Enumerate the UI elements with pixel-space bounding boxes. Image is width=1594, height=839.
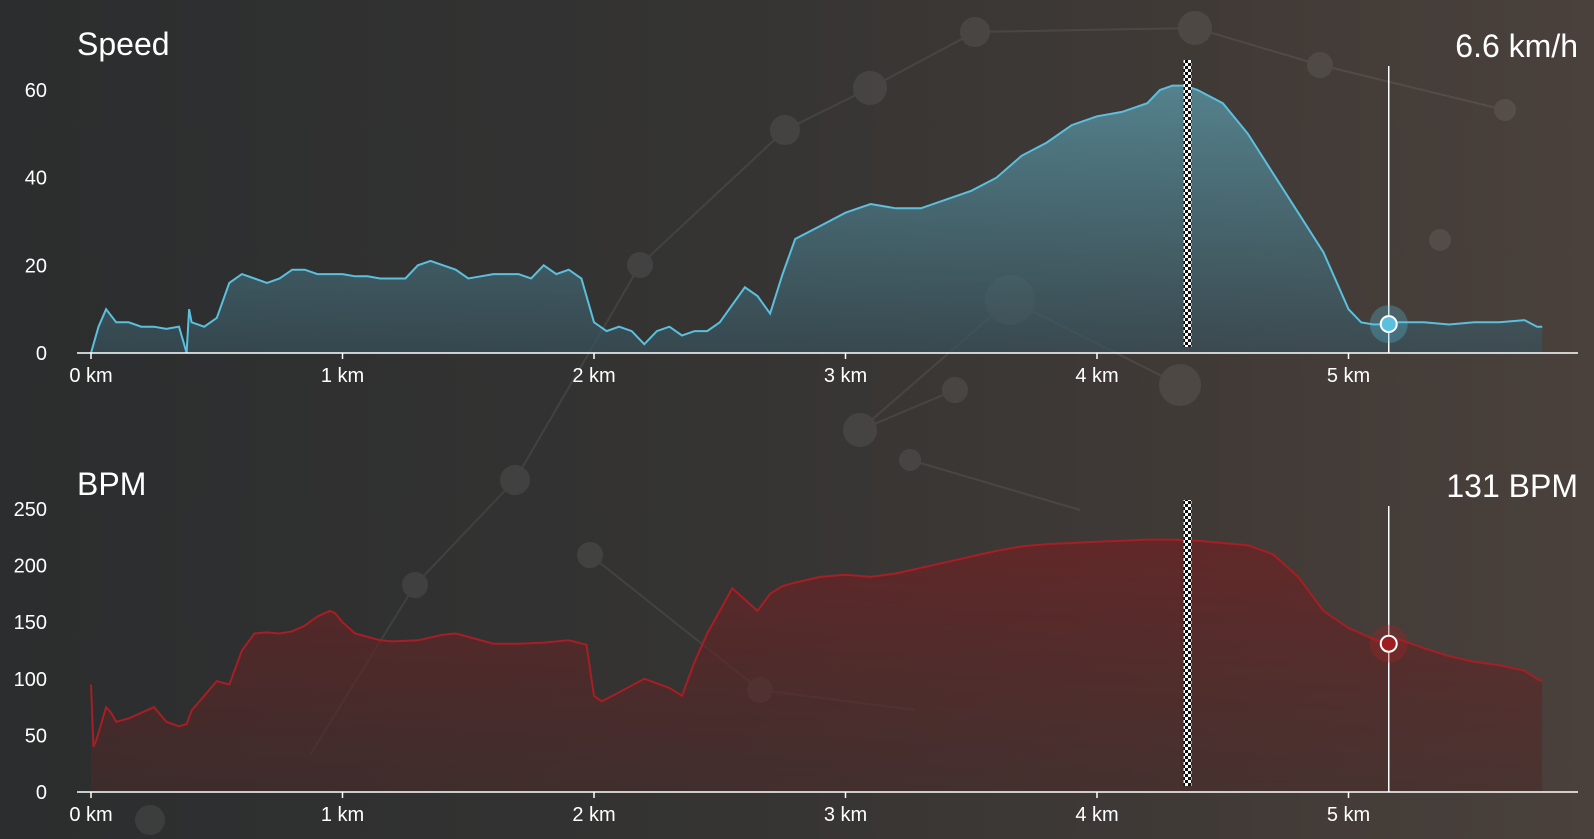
speed-title: Speed [77, 26, 170, 62]
speed-x-tick-label: 4 km [1075, 365, 1118, 387]
bpm-cursor-dot[interactable] [1379, 634, 1398, 653]
bpm-y-tick-label: 0 [36, 782, 47, 804]
speed-y-tick-label: 60 [25, 80, 47, 102]
bpm-x-tick-label: 1 km [321, 804, 364, 826]
bpm-x-tick-label: 4 km [1075, 804, 1118, 826]
bpm-y-tick-label: 50 [25, 725, 47, 747]
speed-y-tick-label: 0 [36, 343, 47, 365]
bpm-area [91, 539, 1543, 792]
bpm-chart: BPM 131 BPM 0 50 100 150 200 250 0 km 1 km 2 km… [14, 466, 1578, 826]
speed-current-value: 6.6 km/h [1455, 28, 1578, 64]
bpm-y-tick-label: 150 [14, 612, 47, 634]
bpm-y-tick-label: 250 [14, 499, 47, 521]
speed-cursor-dot[interactable] [1379, 315, 1398, 334]
bpm-y-tick-label: 200 [14, 556, 47, 578]
bpm-x-tick-label: 0 km [69, 804, 112, 826]
bpm-x-tick-label: 2 km [572, 804, 615, 826]
speed-finish-marker [1183, 60, 1192, 347]
bpm-line [90, 538, 1543, 748]
bpm-finish-marker [1183, 500, 1192, 786]
speed-x-tick-label: 3 km [824, 365, 867, 387]
speed-line [90, 84, 1543, 354]
speed-x-tick-label: 2 km [572, 365, 615, 387]
bpm-title: BPM [77, 466, 146, 502]
speed-y-tick-label: 40 [25, 168, 47, 190]
bpm-x-tick-label: 5 km [1327, 804, 1370, 826]
speed-x-tick-label: 5 km [1327, 365, 1370, 387]
speed-chart: Speed 6.6 km/h 0 20 40 60 0 km 1 km 2 km 3 km 4… [25, 26, 1578, 387]
speed-y-tick-label: 20 [25, 255, 47, 277]
bpm-current-value: 131 BPM [1446, 468, 1578, 504]
speed-area [91, 85, 1543, 353]
bpm-x-tick-label: 3 km [824, 804, 867, 826]
bpm-y-tick-label: 100 [14, 669, 47, 691]
speed-x-tick-label: 1 km [321, 365, 364, 387]
speed-x-tick-label: 0 km [69, 365, 112, 387]
